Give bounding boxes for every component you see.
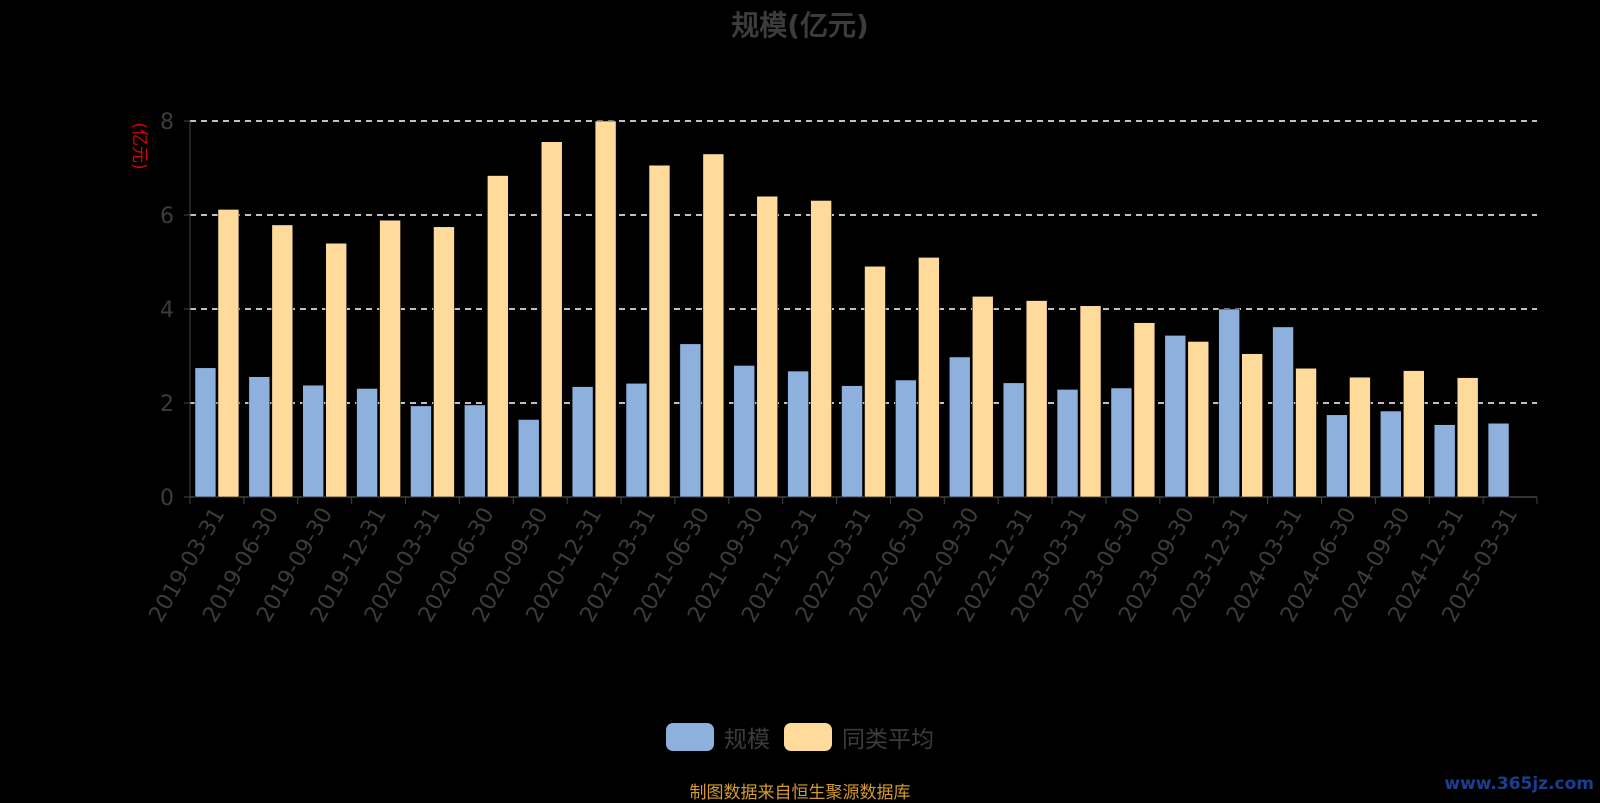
bar-scale [1002, 382, 1025, 498]
bar-scale [1487, 422, 1510, 498]
bar-category-average [379, 219, 401, 498]
bar-category-average [487, 175, 509, 498]
bar-category-average [1403, 370, 1425, 498]
bar-category-average [918, 256, 940, 498]
bar-scale [517, 419, 540, 498]
bar-scale [1433, 424, 1456, 498]
bar-category-average [1079, 305, 1102, 498]
bar-scale [841, 385, 863, 498]
bar-category-average [1187, 341, 1210, 498]
bar-category-average [648, 164, 671, 498]
chart-title: 规模(亿元) [731, 9, 869, 42]
bar-category-average [325, 242, 348, 498]
y-tick-label: 6 [160, 204, 174, 229]
bar-category-average [1295, 367, 1317, 498]
bar-scale [1380, 410, 1402, 498]
legend-label-scale: 规模 [724, 727, 770, 753]
bar-category-average [1133, 322, 1156, 498]
legend-item-scale[interactable]: 规模 [666, 720, 770, 754]
legend-label-category-average: 同类平均 [842, 727, 934, 753]
bar-scale [248, 376, 271, 498]
bar-scale [948, 356, 971, 498]
bar-category-average [810, 200, 832, 498]
bar-scale [464, 404, 486, 498]
bar-scale [733, 365, 756, 498]
bar-scale [1056, 389, 1079, 498]
legend-swatch-category-average [784, 723, 832, 751]
bar-scale [1272, 326, 1294, 498]
bar-scale [194, 367, 217, 498]
bar-scale [787, 370, 809, 498]
bar-category-average [1349, 376, 1371, 498]
bar-scale [1326, 414, 1348, 498]
bar-category-average [1241, 353, 1263, 498]
bar-scale [895, 379, 917, 498]
bar-scale [302, 384, 325, 498]
bar-category-average [594, 120, 617, 498]
bar-scale [410, 405, 432, 498]
bar-category-average [540, 141, 563, 498]
bar-scale [679, 343, 702, 498]
chart-legend: 规模 同类平均 [0, 720, 1600, 754]
y-tick-label: 0 [160, 486, 174, 511]
bar-category-average [756, 195, 779, 498]
bar-category-average [702, 153, 725, 498]
bar-category-average [433, 226, 455, 498]
bar-scale [1110, 387, 1133, 498]
bar-category-average [1456, 377, 1479, 498]
bar-scale [1218, 308, 1240, 498]
bar-scale [571, 386, 594, 498]
y-tick-label: 4 [160, 298, 174, 323]
data-source-note: 制图数据来自恒生聚源数据库 [689, 783, 911, 803]
bar-category-average [1025, 300, 1048, 498]
bar-scale [356, 388, 378, 498]
bar-category-average [971, 296, 994, 498]
bar-category-average [271, 224, 294, 498]
y-tick-label: 8 [160, 110, 174, 135]
bar-scale [1164, 335, 1187, 498]
bar-scale [625, 382, 648, 498]
y-tick-label: 2 [160, 392, 174, 417]
site-watermark: www.365jz.com [1444, 774, 1594, 794]
y-axis-label: (亿元) [129, 122, 149, 169]
bar-category-average [217, 209, 240, 498]
legend-swatch-scale [666, 723, 714, 751]
legend-item-category-average[interactable]: 同类平均 [784, 720, 934, 754]
bar-category-average [864, 265, 886, 498]
